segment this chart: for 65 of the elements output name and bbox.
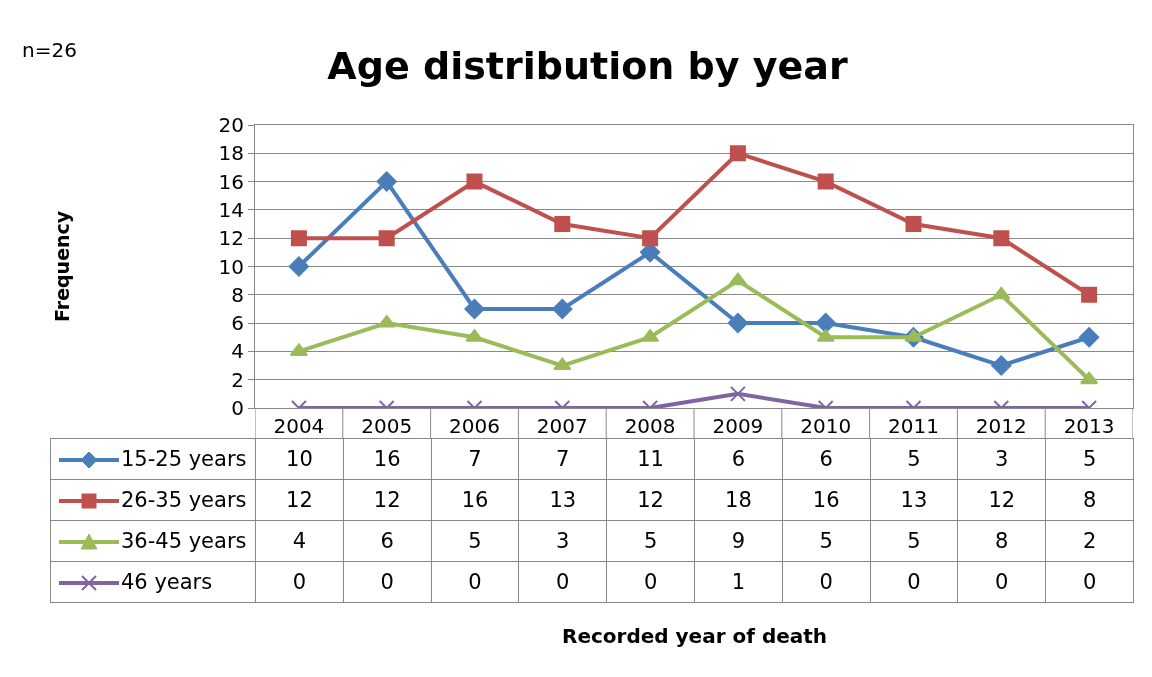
y-tick-label: 14 [218, 197, 244, 222]
y-tick-label: 12 [218, 226, 244, 251]
data-label: 6 [343, 520, 432, 562]
data-label: 6 [694, 438, 783, 480]
x-tick-label: 2011 [888, 414, 939, 438]
legend-label: 46 years [121, 570, 213, 594]
data-label: 13 [518, 479, 607, 521]
x-tick-label: 2013 [1063, 414, 1115, 438]
data-label: 5 [1045, 438, 1134, 480]
data-label: 9 [694, 520, 783, 562]
y-tick-label: 4 [231, 339, 244, 364]
data-label: 5 [782, 520, 871, 562]
data-label: 5 [870, 520, 958, 562]
y-tick-label: 20 [218, 113, 244, 137]
data-label: 12 [957, 479, 1046, 521]
text: Frequency [51, 210, 73, 322]
data-label: 0 [1045, 561, 1134, 603]
text: Recorded year of death [562, 624, 828, 648]
data-label: 0 [870, 561, 958, 603]
data-label: 5 [870, 438, 958, 480]
y-tick-label: 16 [218, 169, 244, 194]
x-tick-label: 2007 [536, 414, 588, 438]
y-tick-label: 18 [218, 141, 244, 166]
y-tick-label: 6 [231, 311, 244, 336]
data-label: 13 [870, 479, 958, 521]
y-tick-label: 10 [218, 254, 244, 279]
x-tick-label: 2012 [975, 414, 1027, 438]
data-label: 7 [518, 438, 607, 480]
data-label: 12 [343, 479, 432, 521]
data-label: 3 [957, 438, 1046, 480]
data-label: 11 [606, 438, 695, 480]
legend-label: 36-45 years [121, 529, 247, 553]
data-label: 12 [606, 479, 695, 521]
x-tick-label: 2005 [361, 414, 413, 438]
y-tick-label: 2 [231, 367, 244, 392]
data-label: 0 [431, 561, 519, 603]
data-label: 0 [782, 561, 871, 603]
y-tick-label: 8 [231, 282, 244, 307]
data-label: 2 [1045, 520, 1134, 562]
legend-label: 15-25 years [121, 447, 247, 471]
data-label: 16 [343, 438, 432, 480]
text: n=26 [22, 38, 77, 62]
data-label: 16 [431, 479, 519, 521]
data-label: 0 [518, 561, 607, 603]
x-tick-label: 2010 [800, 414, 852, 438]
data-label: 18 [694, 479, 783, 521]
data-label: 1 [694, 561, 783, 603]
data-label: 3 [518, 520, 607, 562]
data-label: 0 [957, 561, 1046, 603]
data-label: 16 [782, 479, 871, 521]
legend-label: 26-35 years [121, 488, 247, 512]
x-tick-label: 2006 [449, 414, 500, 438]
x-tick-label: 2004 [273, 414, 325, 438]
data-label: 7 [431, 438, 519, 480]
data-label: 0 [343, 561, 432, 603]
data-label: 8 [1045, 479, 1134, 521]
data-label: 0 [606, 561, 695, 603]
data-label: 6 [782, 438, 871, 480]
data-label: 8 [957, 520, 1046, 562]
y-tick-label: 0 [231, 396, 244, 420]
chart-title: Age distribution by year [327, 44, 848, 89]
data-label: 5 [431, 520, 519, 562]
data-label: 5 [606, 520, 695, 562]
x-tick-label: 2008 [624, 414, 676, 438]
x-tick-label: 2009 [712, 414, 764, 438]
